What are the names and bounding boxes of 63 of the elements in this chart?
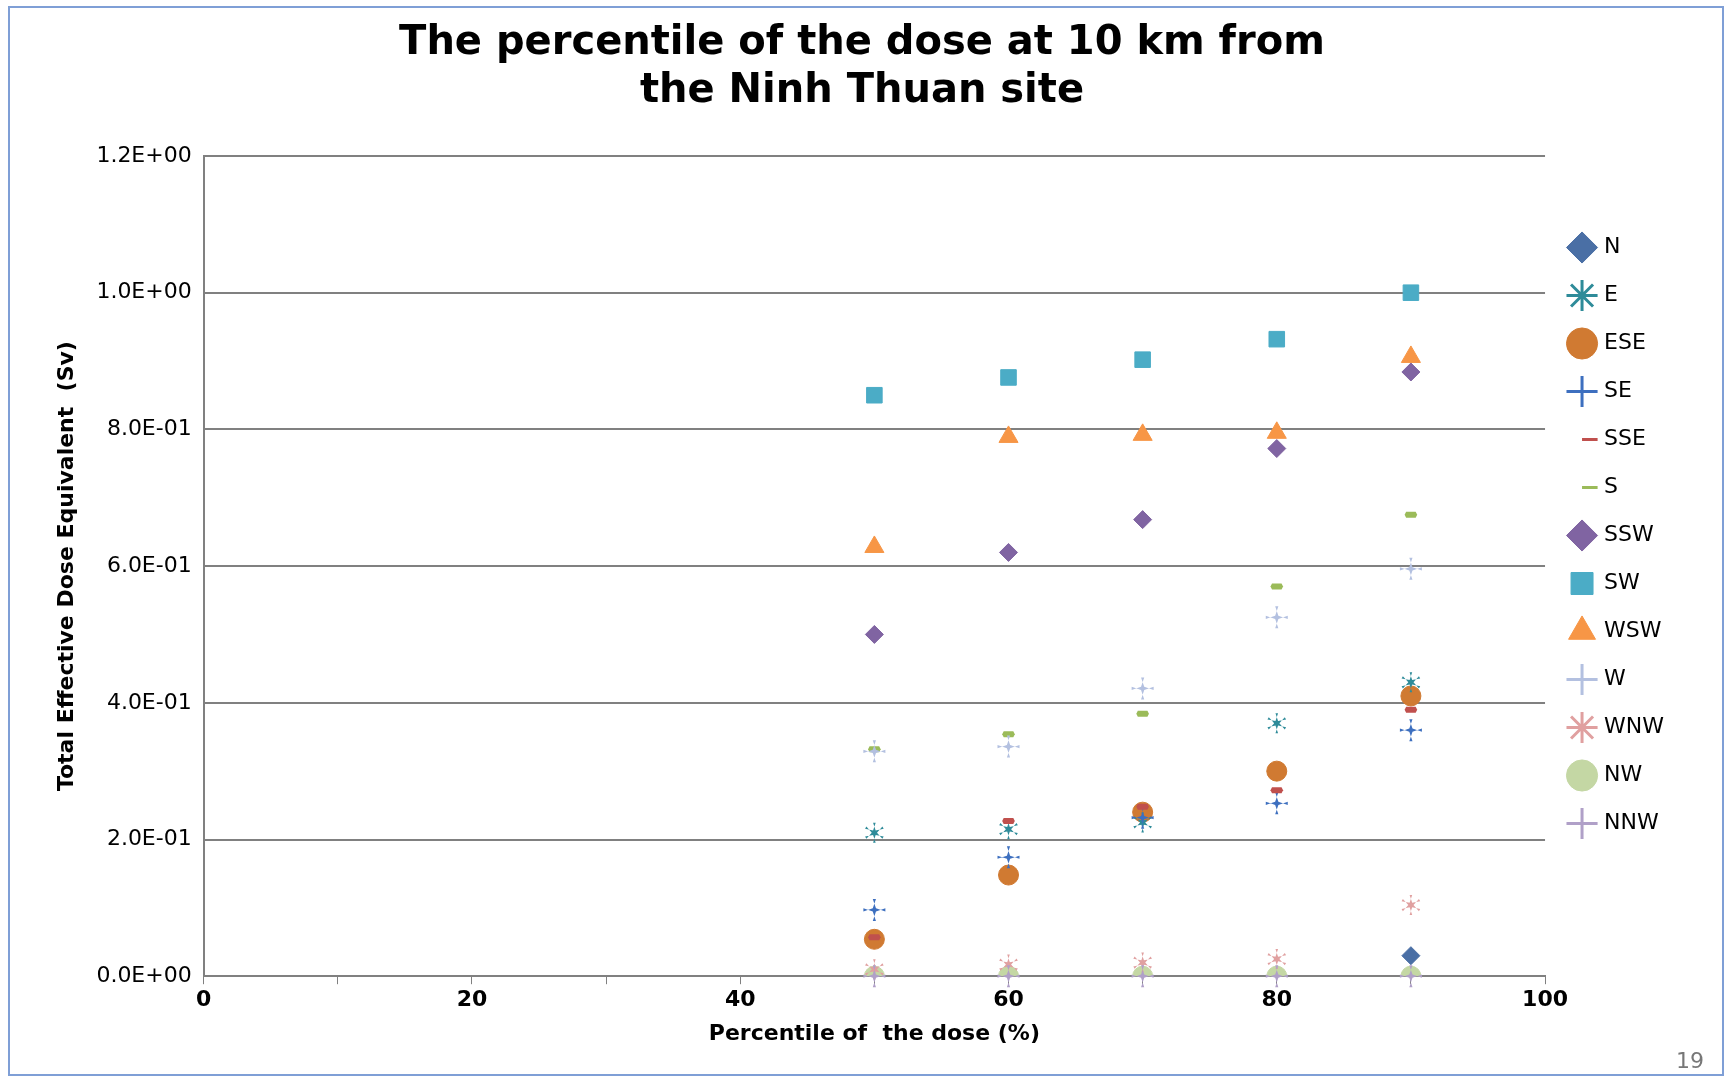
point	[1131, 677, 1154, 700]
point	[1402, 284, 1420, 301]
x-tick-label: 0	[196, 986, 212, 1012]
y-tick-label: 2.0E-01	[106, 825, 192, 851]
legend-label: S	[1604, 473, 1619, 499]
point	[1267, 439, 1287, 459]
point	[1399, 965, 1422, 988]
point	[1265, 965, 1288, 988]
y-axis-title: Total Effective Dose Equivalent (Sv)	[52, 341, 78, 792]
legend-label: WNW	[1604, 713, 1665, 739]
point	[1401, 946, 1421, 966]
legend-label: WSW	[1604, 617, 1662, 643]
point	[1401, 362, 1421, 382]
point	[863, 740, 886, 763]
point	[1265, 792, 1288, 815]
point	[997, 846, 1020, 869]
point	[866, 386, 883, 404]
x-axis-title: Percentile of the dose (%)	[708, 1019, 1040, 1045]
y-tick-label: 4.0E-01	[106, 688, 192, 714]
point	[863, 965, 886, 988]
point	[998, 864, 1020, 886]
point	[1399, 557, 1422, 580]
point	[1266, 760, 1288, 782]
legend-label: W	[1604, 665, 1627, 691]
point	[1265, 606, 1288, 629]
point	[1267, 949, 1287, 970]
x-tick-label: 20	[456, 986, 488, 1012]
legend-label: SSW	[1604, 521, 1654, 547]
point	[1134, 351, 1151, 368]
legend-label: SSE	[1604, 425, 1646, 451]
y-tick-label: 1.0E+00	[96, 278, 192, 304]
y-tick-label: 1.2E+00	[96, 141, 192, 167]
y-tick-label: 8.0E-01	[106, 415, 192, 441]
chart-title: The percentile of the dose at 10 km from the Ninh Thuan site	[399, 17, 1325, 112]
legend-label: N	[1604, 233, 1621, 259]
legend-label: NW	[1604, 761, 1643, 787]
point	[1131, 965, 1154, 988]
legend-label: SE	[1604, 377, 1632, 403]
point	[1401, 895, 1421, 916]
point	[999, 542, 1019, 562]
text: 19	[1676, 1048, 1704, 1073]
point	[997, 735, 1020, 758]
point	[863, 898, 886, 921]
legend-label: NNW	[1604, 809, 1659, 835]
x-tick-label: 40	[724, 986, 756, 1012]
legend-label: SW	[1604, 569, 1640, 595]
point	[1401, 672, 1421, 693]
point	[864, 624, 884, 644]
point	[1000, 369, 1017, 386]
x-tick-label: 100	[1522, 986, 1569, 1012]
legend-label: ESE	[1604, 329, 1646, 355]
point	[865, 822, 884, 843]
legend-label: E	[1604, 281, 1618, 307]
y-tick-label: 0.0E+00	[96, 961, 192, 987]
y-tick-label: 6.0E-01	[106, 551, 192, 577]
x-tick-label: 80	[1261, 986, 1293, 1012]
point	[1133, 510, 1153, 530]
point	[1267, 713, 1287, 734]
point	[1399, 719, 1422, 742]
point	[1400, 685, 1422, 707]
point	[997, 965, 1020, 988]
x-tick-label: 60	[993, 986, 1024, 1012]
point	[1268, 330, 1286, 348]
